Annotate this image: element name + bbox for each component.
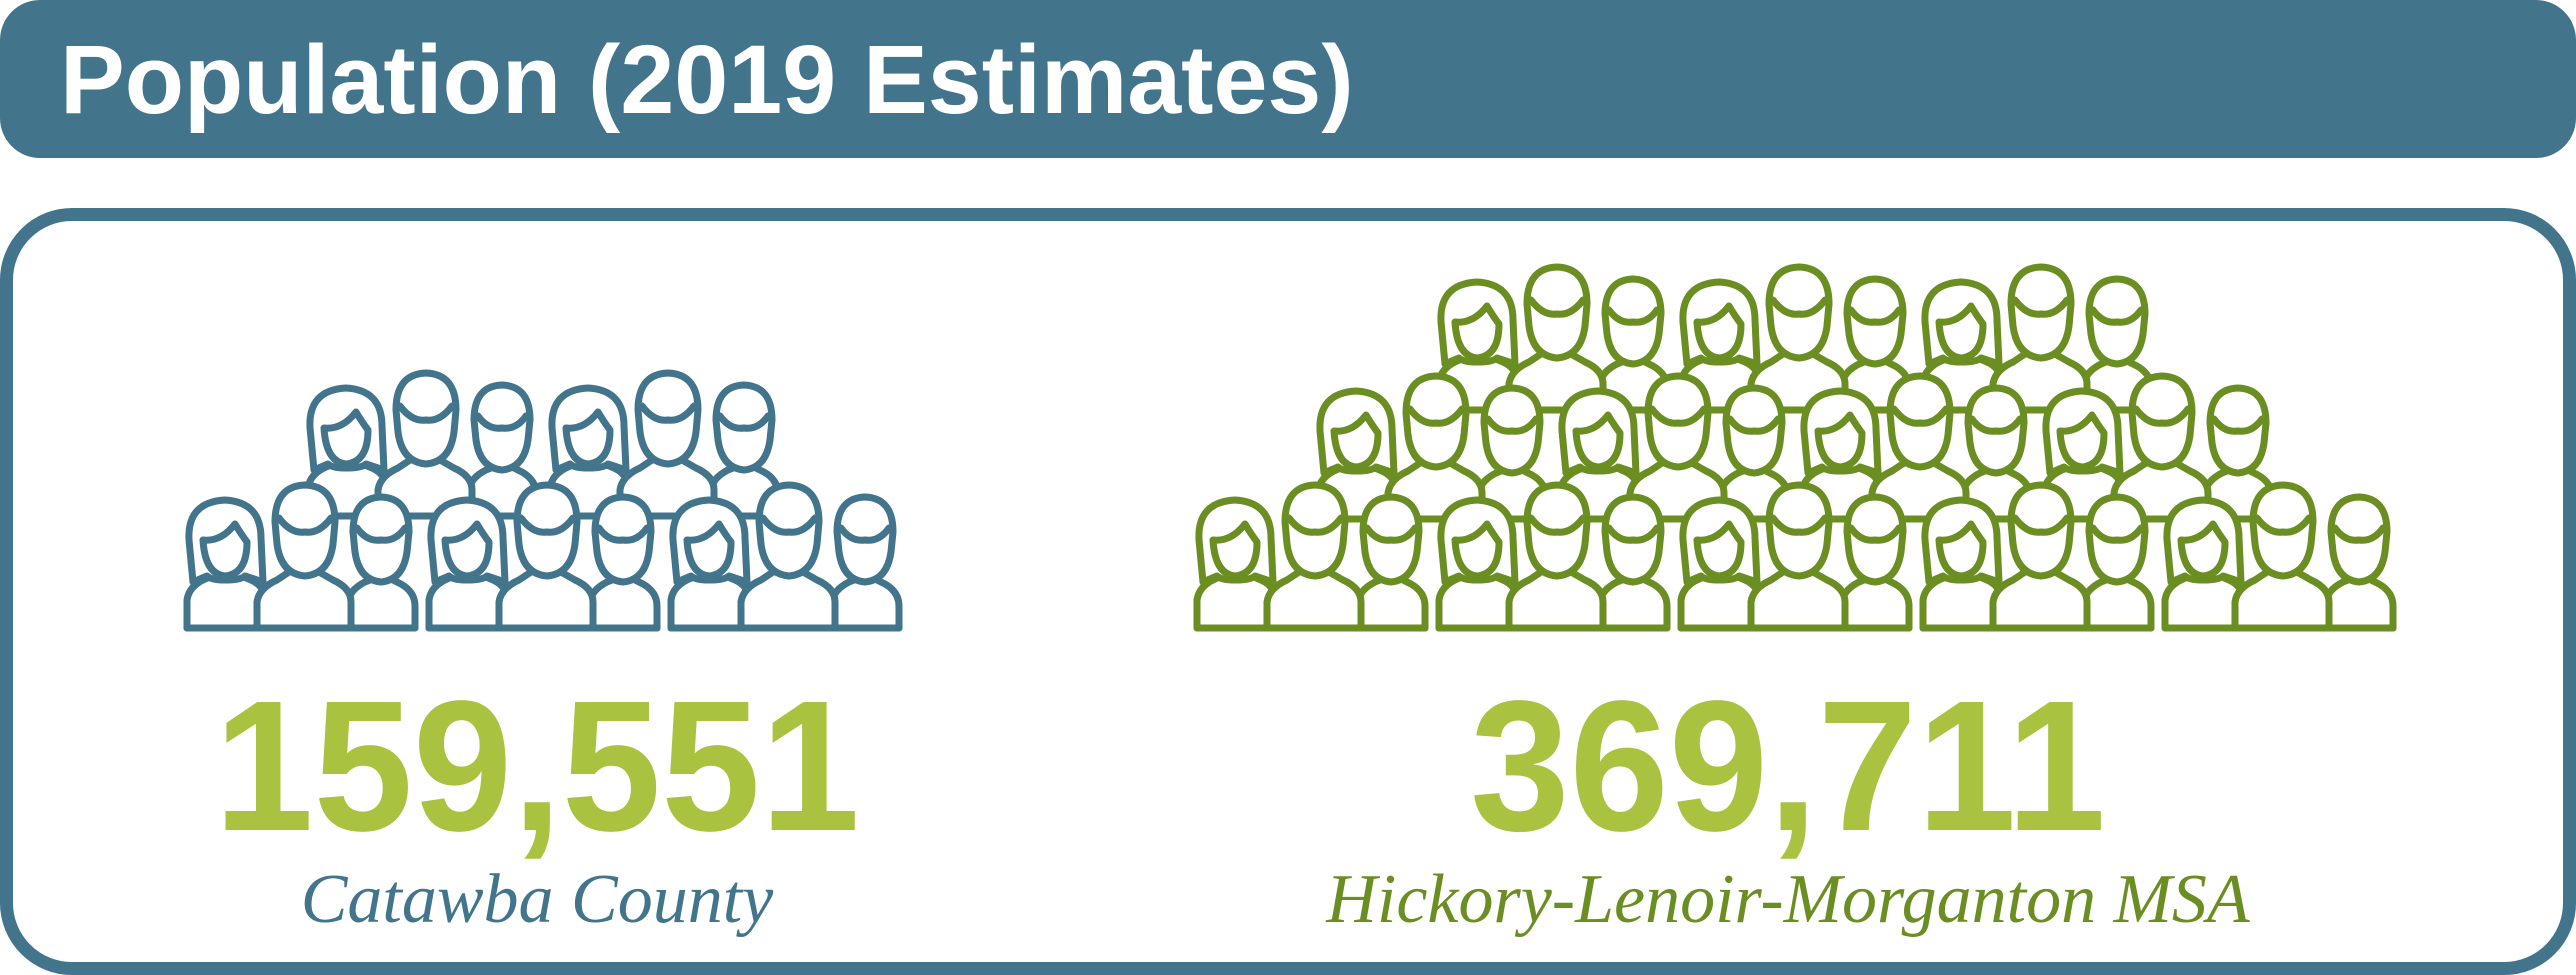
people-group-icon — [2165, 485, 2393, 628]
people-group-icon — [1560, 376, 1788, 519]
people-group-icon — [1318, 376, 1546, 519]
people-group-icon — [1802, 376, 2030, 519]
msa-people-icons — [1197, 267, 2393, 628]
county-population-value: 159,551 — [214, 663, 860, 870]
people-group-icon — [550, 373, 778, 516]
people-group-icon — [429, 485, 657, 628]
header-banner: Population (2019 Estimates) — [0, 0, 2576, 158]
people-group-icon — [671, 485, 899, 628]
people-group-icon — [1439, 485, 1667, 628]
msa-population-value: 369,711 — [1470, 663, 2106, 870]
people-group-icon — [308, 373, 536, 516]
people-group-icon — [1923, 267, 2151, 410]
people-group-icon — [187, 485, 415, 628]
people-group-icon — [1681, 267, 1909, 410]
people-group-icon — [2044, 376, 2272, 519]
page-title: Population (2019 Estimates) — [60, 25, 1354, 134]
county-label: Catawba County — [300, 861, 774, 938]
msa-label: Hickory-Lenoir-Morganton MSA — [1326, 861, 2250, 938]
people-group-icon — [1197, 485, 1425, 628]
people-group-icon — [1439, 267, 1667, 410]
people-group-icon — [1681, 485, 1909, 628]
county-people-icons — [187, 373, 899, 628]
people-group-icon — [1923, 485, 2151, 628]
